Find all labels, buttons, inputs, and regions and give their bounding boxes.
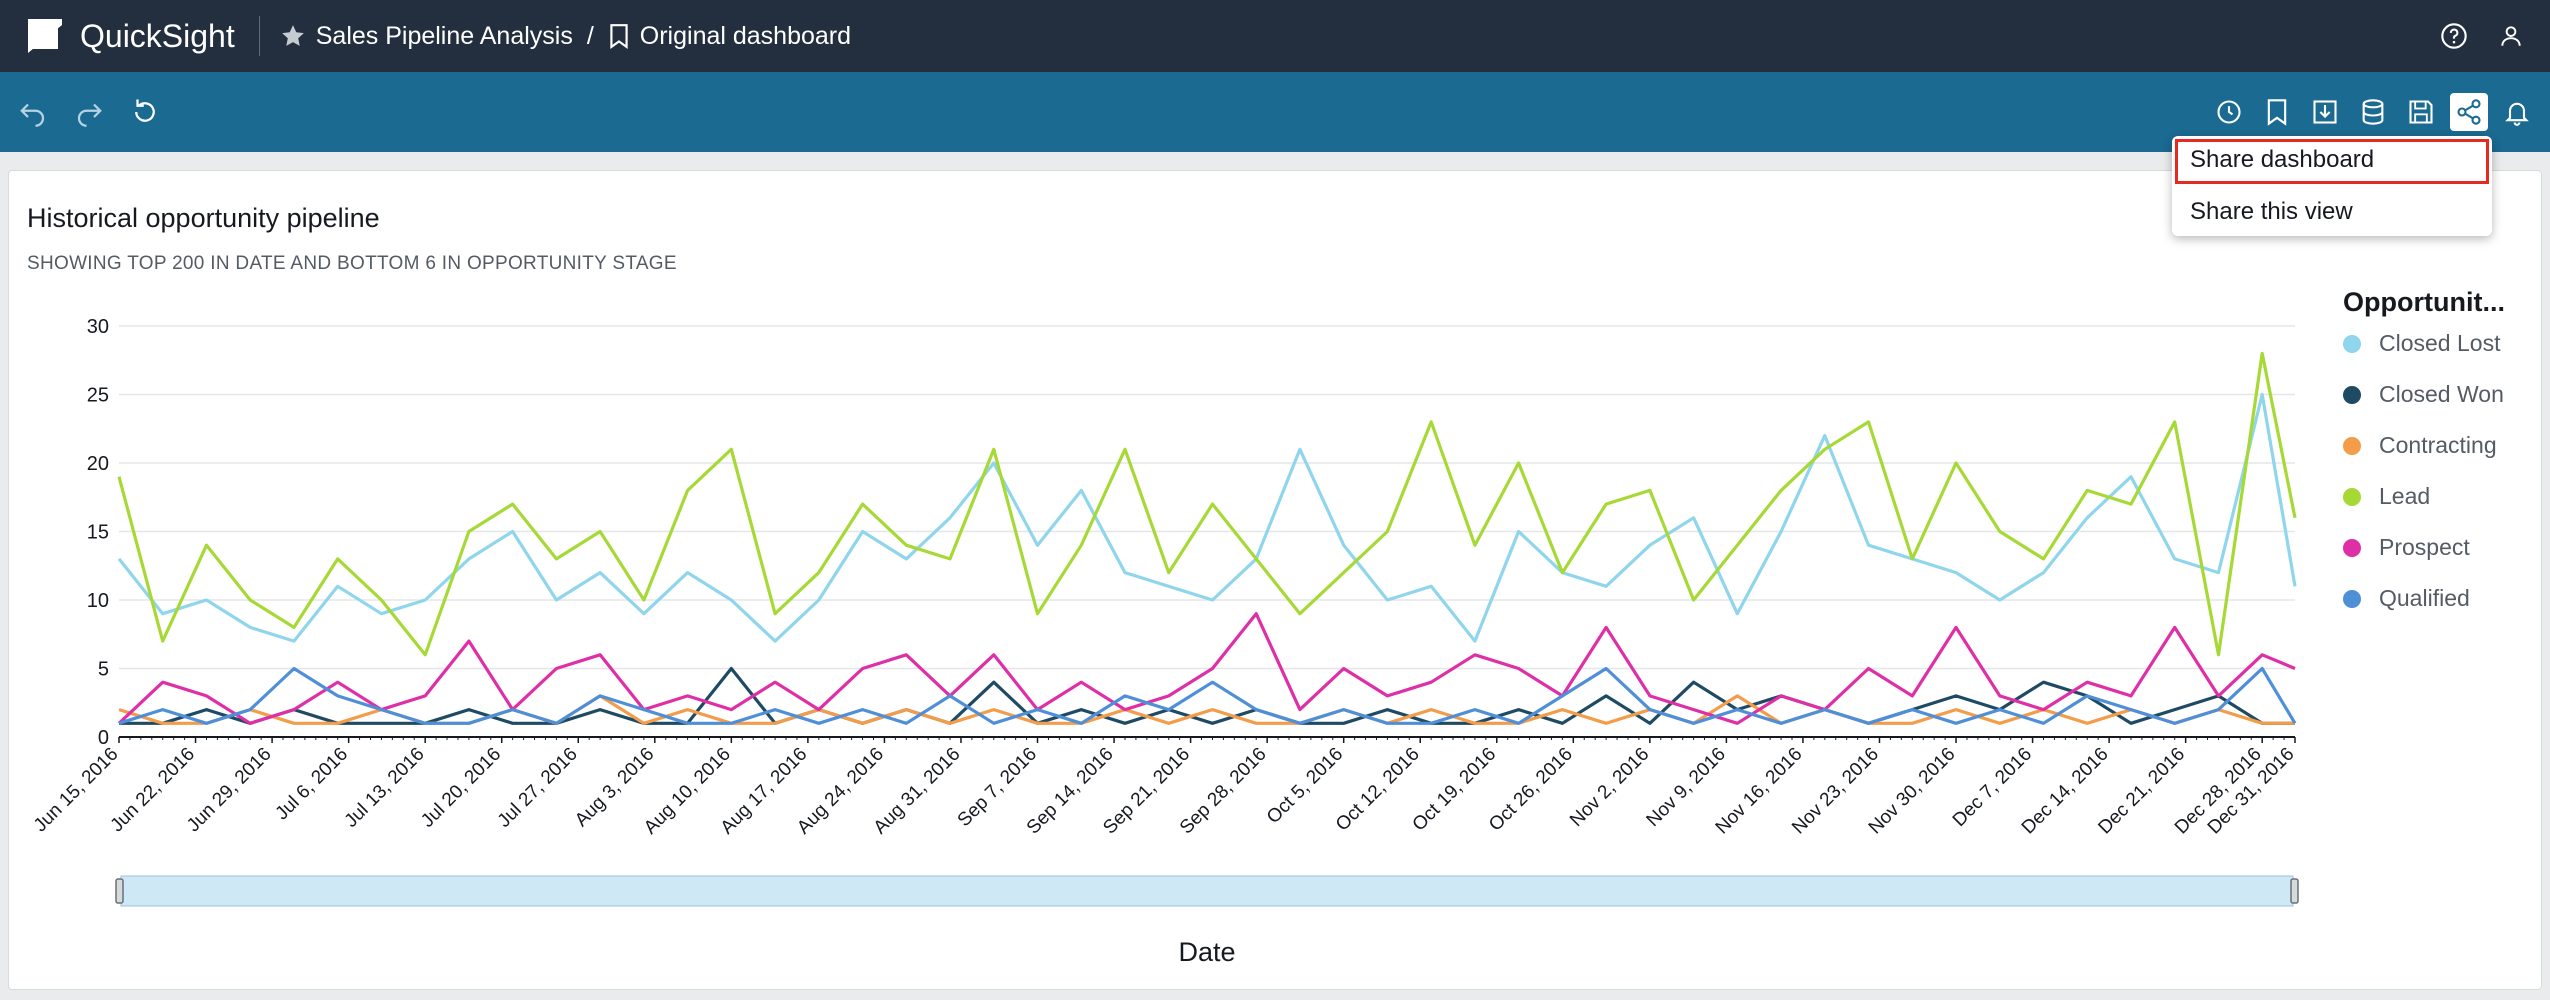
legend-swatch [2343, 487, 2361, 506]
quicksight-logo[interactable]: QuickSight [26, 17, 235, 55]
dashboard-bookmark-icon [610, 24, 628, 49]
dashboard-toolbar [0, 72, 2550, 152]
legend-swatch [2343, 538, 2361, 557]
legend-item-closed-won[interactable]: Closed Won [2343, 369, 2533, 420]
x-tick-label: Jul 6, 2016 [272, 744, 353, 825]
favorite-star-icon[interactable] [280, 23, 306, 49]
series-line-closed-lost [117, 392, 2297, 643]
breadcrumb-analysis[interactable]: Sales Pipeline Analysis [315, 21, 573, 50]
x-tick-label: Jul 20, 2016 [417, 744, 505, 832]
x-tick-label: Oct 5, 2016 [1263, 744, 1347, 828]
y-tick-label: 5 [98, 659, 109, 681]
app-name: QuickSight [80, 17, 235, 54]
series-line-closed-won [119, 666, 2295, 725]
legend-item-qualified[interactable]: Qualified [2343, 573, 2533, 624]
legend-item-closed-lost[interactable]: Closed Lost [2343, 318, 2533, 369]
toolbar-left-group [14, 72, 164, 152]
visual-title: Historical opportunity pipeline [27, 203, 380, 233]
legend-swatch [2343, 334, 2361, 353]
export-icon [2313, 100, 2337, 124]
legend-label: Closed Lost [2379, 330, 2501, 356]
legend-swatch [2343, 436, 2361, 455]
legend-item-lead[interactable]: Lead [2343, 471, 2533, 522]
y-tick-label: 30 [87, 316, 109, 338]
top-navigation-bar: QuickSight Sales Pipeline Analysis / Ori… [0, 0, 2550, 72]
user-icon[interactable] [2498, 23, 2524, 49]
legend-swatch [2343, 589, 2361, 608]
x-tick-label: Nov 2, 2016 [1566, 744, 1653, 831]
top-right-icons [2440, 0, 2524, 72]
legend-label: Contracting [2379, 432, 2497, 458]
help-icon[interactable] [2440, 22, 2468, 50]
share-button[interactable] [2450, 93, 2488, 131]
legend-swatch [2343, 385, 2361, 404]
series-line-lead [117, 351, 2297, 657]
y-tick-label: 25 [87, 385, 109, 407]
header-divider [258, 16, 260, 56]
date-range-slider [120, 875, 2294, 907]
legend-label: Lead [2379, 483, 2431, 509]
toolbar-right-group [2210, 72, 2536, 152]
notifications-button[interactable] [2498, 93, 2536, 131]
dataset-icon [2362, 99, 2384, 125]
quicksight-logo-icon [28, 19, 62, 53]
legend-item-prospect[interactable]: Prospect [2343, 522, 2533, 573]
redo-icon [77, 103, 102, 127]
breadcrumb-separator: / [586, 21, 594, 50]
share-icon [2457, 99, 2481, 125]
legend-label: Prospect [2379, 534, 2470, 560]
x-tick-label: Jul 27, 2016 [494, 744, 582, 832]
slider-handle-right [2290, 878, 2299, 904]
reset-icon [135, 99, 155, 122]
share-dashboard-highlight [2175, 139, 2489, 184]
x-axis-title: Date [1178, 937, 1235, 967]
undo-icon [20, 103, 45, 127]
series-line-qualified [118, 666, 2297, 725]
dataset-button[interactable] [2354, 93, 2392, 131]
y-tick-label: 15 [87, 522, 109, 544]
share-menu: Share dashboard Share this view [2172, 136, 2492, 236]
save-button[interactable] [2402, 93, 2440, 131]
legend-item-contracting[interactable]: Contracting [2343, 420, 2533, 471]
y-tick-label: 0 [98, 727, 109, 749]
undo-button[interactable] [14, 93, 52, 131]
redo-button[interactable] [70, 93, 108, 131]
slider-handle-left [115, 878, 124, 904]
save-icon [2409, 100, 2433, 124]
breadcrumb: Sales Pipeline Analysis / Original dashb… [280, 22, 851, 51]
bell-icon [2505, 102, 2529, 126]
history-icon [2217, 100, 2241, 124]
legend-label: Closed Won [2379, 381, 2504, 407]
reset-button[interactable] [126, 93, 164, 131]
series-line-prospect [117, 612, 2296, 725]
share-dashboard-menu-item[interactable]: Share dashboard [2190, 146, 2375, 173]
breadcrumb-dashboard[interactable]: Original dashboard [639, 21, 852, 50]
x-tick-label: Jul 13, 2016 [341, 744, 429, 832]
bookmark-button[interactable] [2258, 93, 2296, 131]
visual-card: Historical opportunity pipeline SHOWING … [8, 170, 2542, 990]
legend: Opportunit... Closed Lost Closed Won Con… [2343, 287, 2533, 624]
visual-subtitle: SHOWING TOP 200 IN DATE AND BOTTOM 6 IN … [27, 253, 677, 274]
history-button[interactable] [2210, 93, 2248, 131]
y-tick-label: 10 [87, 590, 109, 612]
export-button[interactable] [2306, 93, 2344, 131]
legend-label: Qualified [2379, 585, 2470, 611]
bookmark-icon [2267, 99, 2287, 126]
legend-title: Opportunit... [2343, 287, 2505, 317]
share-this-view-menu-item[interactable]: Share this view [2190, 198, 2353, 225]
y-tick-label: 20 [87, 453, 109, 475]
